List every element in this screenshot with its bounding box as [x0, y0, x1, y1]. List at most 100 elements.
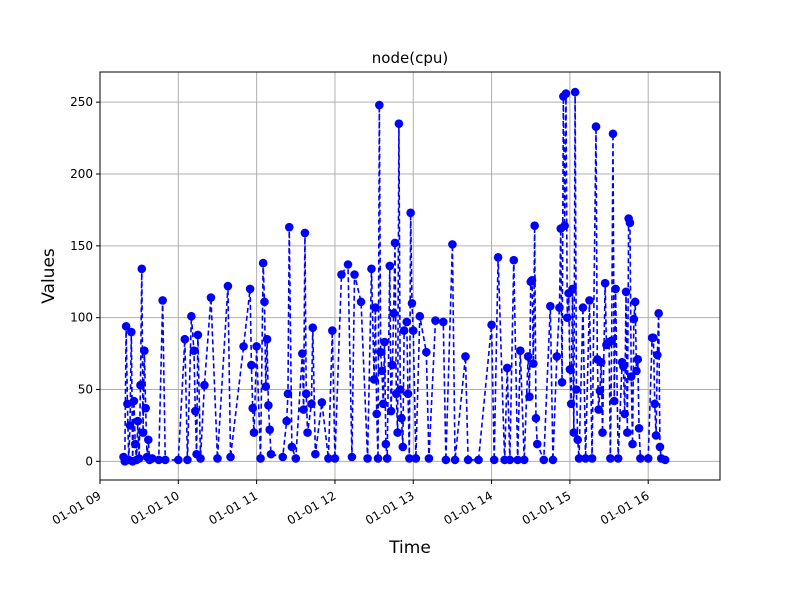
data-point	[123, 399, 132, 409]
data-point	[282, 416, 291, 426]
data-point	[578, 303, 588, 312]
data-point	[300, 228, 310, 238]
chart-title: node(cpu)	[372, 49, 448, 67]
data-point	[284, 222, 294, 232]
data-point	[569, 428, 579, 437]
data-point	[376, 347, 385, 357]
data-point	[390, 238, 400, 248]
data-point	[654, 309, 663, 318]
y-tick-label: 250	[70, 95, 93, 109]
data-point	[598, 428, 607, 437]
data-point	[574, 454, 584, 463]
data-point	[532, 439, 542, 449]
data-point	[606, 454, 615, 463]
data-point	[264, 401, 273, 410]
data-point	[572, 385, 581, 394]
data-point	[407, 299, 417, 308]
data-point	[337, 270, 346, 279]
data-point	[381, 439, 391, 449]
data-point	[373, 454, 383, 463]
data-point	[557, 378, 567, 387]
data-point	[502, 363, 512, 373]
data-point	[317, 398, 327, 407]
data-point	[223, 281, 233, 291]
data-point	[256, 454, 265, 463]
data-point	[600, 278, 610, 288]
data-point	[523, 352, 533, 361]
data-point	[636, 454, 645, 463]
data-point	[343, 260, 353, 269]
data-point	[311, 449, 320, 459]
data-point	[620, 409, 630, 419]
data-point	[260, 297, 269, 307]
data-point	[206, 293, 216, 302]
data-point	[330, 454, 340, 463]
data-point	[395, 385, 405, 394]
data-point	[552, 352, 562, 361]
data-point	[369, 375, 379, 384]
data-point	[595, 386, 605, 396]
data-point	[570, 87, 580, 97]
data-point	[252, 342, 261, 351]
data-point	[613, 454, 623, 463]
data-point	[350, 270, 359, 279]
data-point	[140, 346, 149, 356]
data-point	[389, 309, 398, 318]
data-point	[573, 435, 583, 445]
data-point	[625, 218, 635, 228]
data-point	[489, 455, 499, 465]
data-point	[247, 360, 256, 370]
data-point	[651, 431, 661, 440]
data-point	[196, 454, 205, 463]
data-point	[307, 399, 316, 409]
data-point	[403, 389, 413, 399]
data-point	[509, 255, 519, 265]
data-point	[505, 455, 515, 465]
data-point	[422, 347, 431, 357]
data-point	[328, 326, 337, 335]
data-point	[609, 396, 619, 406]
data-point	[629, 314, 639, 324]
y-tick-label: 150	[70, 239, 93, 253]
data-point	[405, 454, 414, 463]
data-point	[278, 452, 288, 462]
data-point	[265, 425, 274, 435]
data-point	[377, 366, 387, 376]
data-point	[193, 330, 203, 340]
data-point	[130, 439, 140, 449]
data-point	[299, 405, 308, 414]
data-point	[431, 316, 440, 325]
data-point	[548, 455, 558, 465]
data-point	[519, 455, 529, 465]
data-point	[283, 389, 293, 399]
data-point	[324, 454, 333, 463]
data-point	[160, 455, 170, 465]
data-point	[493, 253, 503, 262]
y-tick-label: 200	[70, 167, 93, 181]
data-point	[626, 372, 636, 381]
data-point	[127, 327, 136, 337]
data-point	[133, 416, 143, 426]
data-point	[474, 455, 483, 465]
data-point	[525, 392, 534, 401]
data-point	[406, 208, 415, 218]
data-point	[515, 346, 525, 356]
data-point	[180, 334, 190, 344]
data-point	[397, 413, 406, 423]
data-point	[134, 454, 144, 463]
data-point	[386, 406, 396, 416]
data-point	[411, 454, 421, 463]
data-point	[363, 454, 372, 463]
data-point	[611, 284, 620, 294]
data-point	[399, 326, 409, 335]
data-point	[303, 428, 312, 437]
data-point	[372, 409, 382, 419]
data-point	[596, 357, 606, 367]
data-point	[371, 303, 380, 312]
data-point	[424, 454, 434, 463]
data-point	[356, 297, 366, 307]
data-point	[398, 442, 408, 452]
data-point	[633, 355, 643, 364]
data-point	[608, 129, 618, 139]
